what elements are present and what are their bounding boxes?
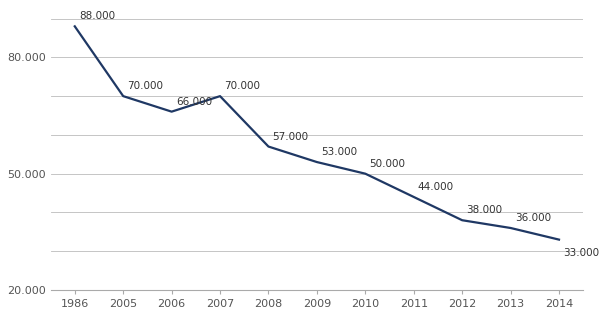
Text: 44.000: 44.000 bbox=[418, 182, 454, 192]
Text: 53.000: 53.000 bbox=[321, 147, 357, 157]
Text: 70.000: 70.000 bbox=[127, 81, 163, 91]
Text: 38.000: 38.000 bbox=[466, 205, 502, 215]
Text: 36.000: 36.000 bbox=[515, 213, 551, 223]
Text: 66.000: 66.000 bbox=[176, 97, 212, 107]
Text: 70.000: 70.000 bbox=[224, 81, 260, 91]
Text: 57.000: 57.000 bbox=[273, 131, 309, 142]
Text: 50.000: 50.000 bbox=[370, 159, 406, 169]
Text: 88.000: 88.000 bbox=[79, 11, 115, 21]
Text: 33.000: 33.000 bbox=[563, 248, 599, 258]
